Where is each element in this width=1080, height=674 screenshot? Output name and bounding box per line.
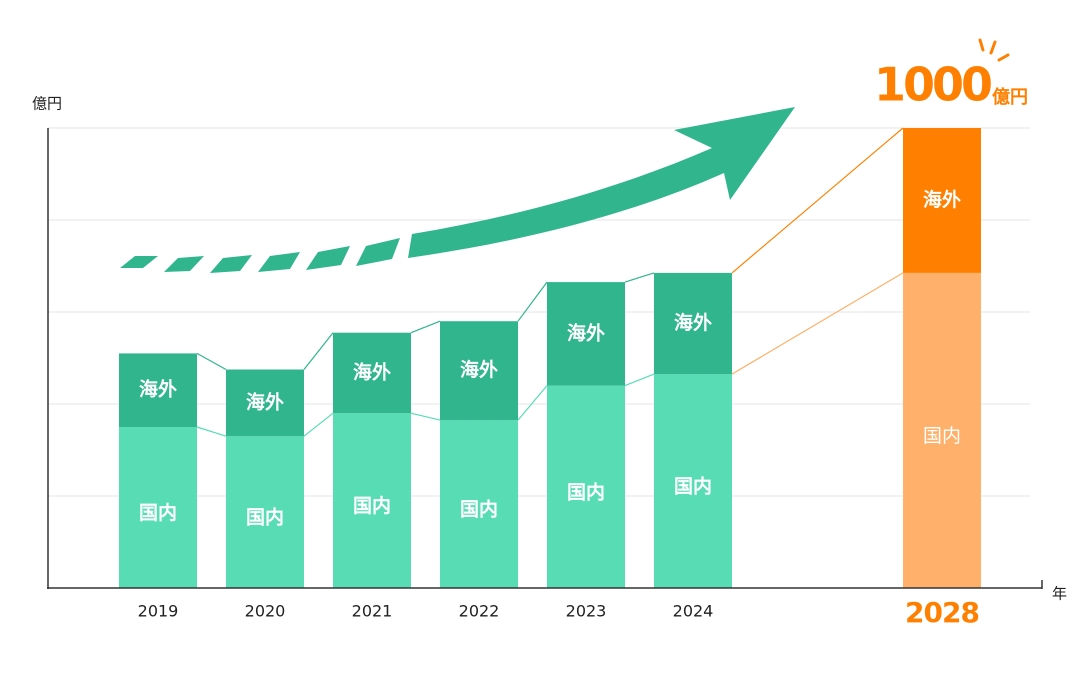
arrow-dash — [356, 238, 400, 266]
segment-label: 国内 — [353, 494, 391, 517]
sparkle-line — [997, 53, 1010, 62]
bar-segment — [440, 321, 518, 421]
sparkle — [978, 38, 1010, 62]
bar-segment — [119, 427, 197, 588]
segment-label: 海外 — [567, 321, 605, 344]
segment-label: 国内 — [139, 501, 177, 524]
segment-label: 海外 — [353, 360, 391, 383]
x-tick-label-highlight: 2028 — [905, 596, 979, 629]
bar-segment — [333, 413, 411, 588]
total-annotation: 1000 — [874, 58, 991, 112]
bars: 国内 海外 2019 国内 海外 2020 国内 海外 2021 国内 海外 2022 国内 海外 2023… — [119, 128, 981, 629]
segment-label: 海外 — [674, 311, 712, 334]
connector-line — [196, 352, 227, 371]
x-tick-label: 2022 — [459, 602, 500, 621]
arrow-dash — [258, 252, 300, 272]
arrow-dash — [210, 255, 252, 273]
y-unit: 億円 — [32, 95, 62, 113]
bar-segment — [903, 272, 981, 588]
connector-line — [731, 272, 904, 375]
connector-line — [303, 332, 334, 370]
segment-label: 海外 — [139, 378, 177, 401]
sparkle-line — [989, 40, 997, 55]
segment-label: 国内 — [674, 475, 712, 498]
segment-label: 海外 — [460, 358, 498, 381]
arrow-body — [408, 107, 795, 258]
x-unit: 年 — [1052, 585, 1067, 603]
bar-segment — [226, 369, 304, 437]
x-tick-label: 2021 — [352, 602, 393, 621]
x-tick-label: 2023 — [566, 602, 607, 621]
connector-line — [303, 412, 334, 437]
segment-label: 国内 — [923, 425, 961, 447]
connector-line — [517, 281, 548, 322]
connector-line — [731, 127, 904, 274]
bar-segment — [547, 385, 625, 588]
bar-segment — [440, 420, 518, 588]
segment-label: 国内 — [567, 480, 605, 503]
segment-label: 海外 — [923, 188, 961, 211]
connectors — [196, 127, 904, 437]
connector-line — [624, 373, 655, 387]
bar-segment — [333, 332, 411, 414]
bar-segment — [654, 272, 732, 375]
arrow-dash — [164, 256, 204, 272]
bar-segment — [226, 436, 304, 588]
total-annotation-unit: 億円 — [992, 86, 1028, 108]
connector-line — [410, 412, 441, 421]
connector-line — [517, 385, 548, 421]
trend-arrow — [120, 107, 795, 273]
connector-line — [624, 272, 655, 283]
segment-label: 国内 — [460, 498, 498, 521]
bar-segment — [119, 353, 197, 427]
segment-label: 国内 — [246, 506, 284, 529]
x-tick-label: 2019 — [138, 602, 179, 621]
segment-label: 海外 — [246, 390, 284, 413]
connector-line — [196, 426, 227, 437]
bar-segment — [547, 282, 625, 386]
sparkle-line — [978, 38, 985, 52]
arrow-dash — [120, 256, 158, 268]
bar-segment — [654, 374, 732, 588]
x-tick-label: 2020 — [245, 602, 286, 621]
connector-line — [410, 320, 441, 334]
x-tick-label: 2024 — [673, 602, 714, 621]
bar-segment — [903, 128, 981, 273]
arrow-dash — [306, 246, 350, 270]
